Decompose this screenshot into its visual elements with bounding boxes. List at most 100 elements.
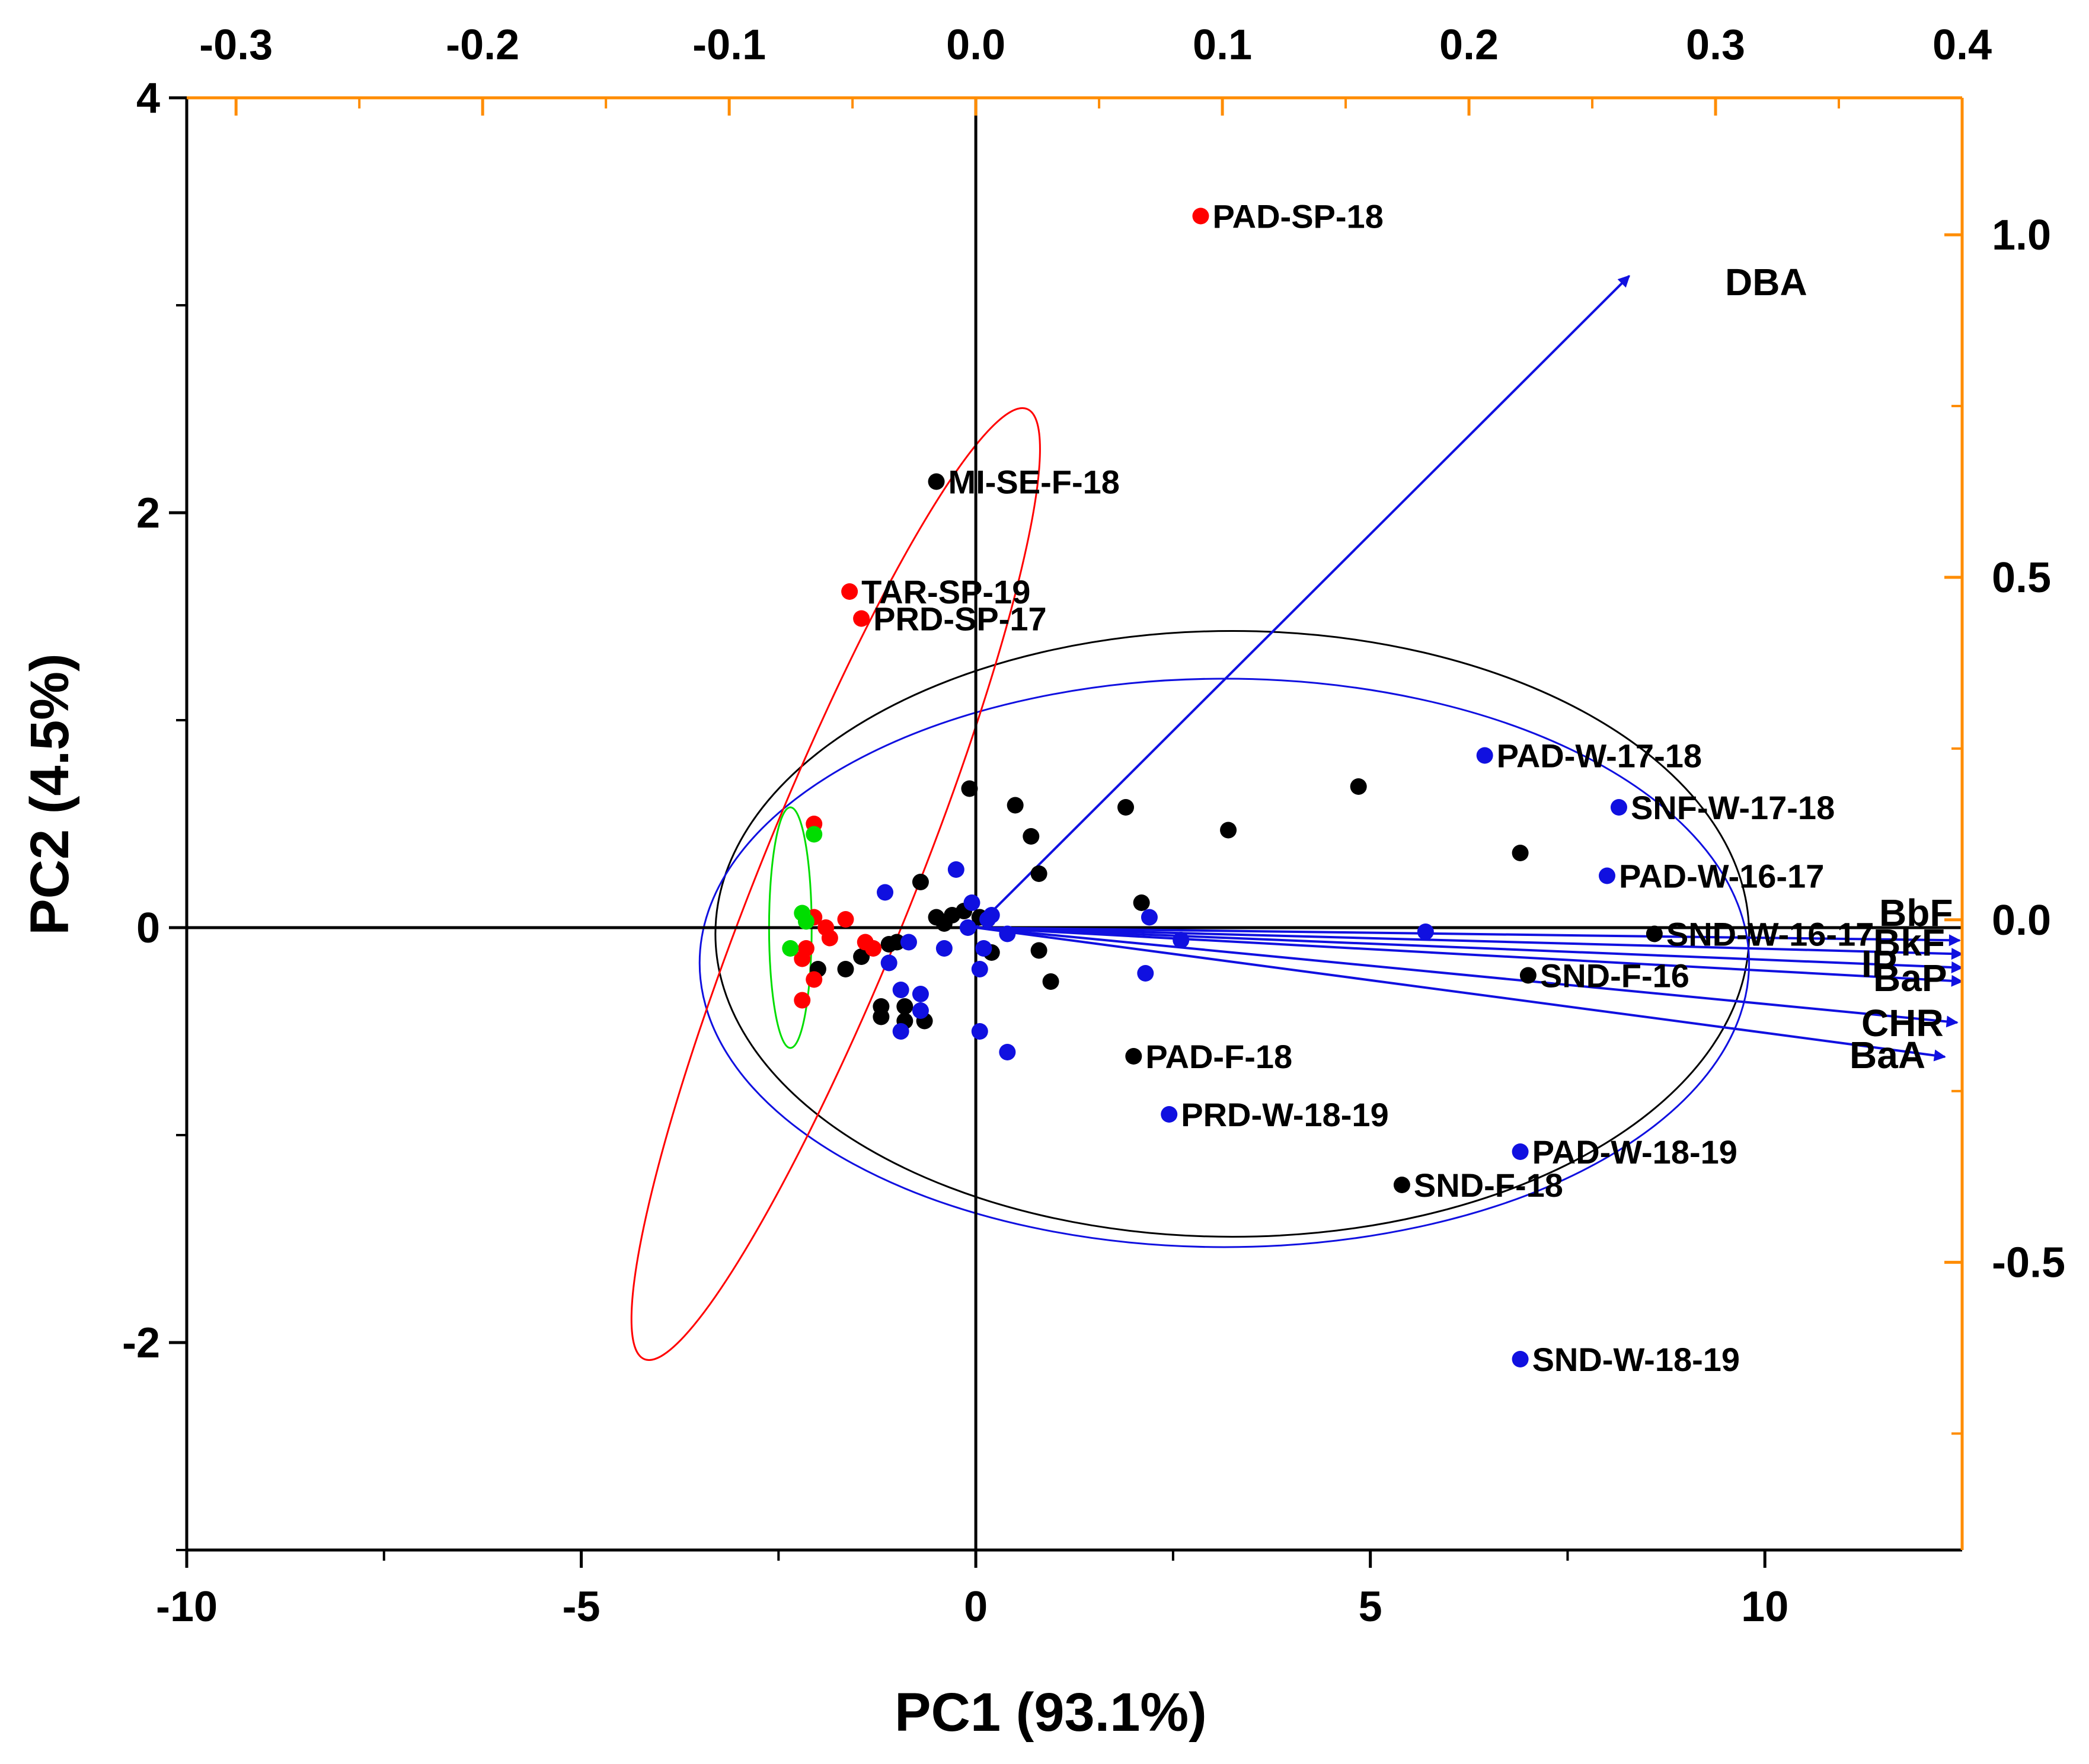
point-black-25: [837, 961, 854, 977]
point-blue-26: [912, 1002, 929, 1019]
point-black-1: [1125, 1048, 1142, 1065]
top-tick-label: 0.3: [1686, 21, 1745, 69]
point-label: PAD-F-18: [1145, 1038, 1292, 1075]
point-black-0: [928, 473, 945, 490]
point-blue-8: [1141, 909, 1158, 926]
point-blue-13: [975, 940, 992, 957]
top-tick-label: 0.1: [1193, 21, 1252, 69]
point-green-2: [797, 913, 814, 930]
point-black-5: [1512, 845, 1529, 861]
point-blue-21: [900, 934, 917, 951]
point-blue-4: [1512, 1143, 1529, 1160]
point-black-6: [1350, 778, 1367, 795]
x-tick-label: 10: [1741, 1583, 1788, 1631]
x-axis-title: PC1 (93.1%): [895, 1682, 1207, 1743]
point-labels: MI-SE-F-18 PAD-F-18 SND-F-18 SND-W-16-17 SND…: [861, 198, 1874, 1379]
point-black-29: [896, 998, 913, 1015]
point-black-24: [853, 948, 870, 965]
vector-label-bbf: BbF: [1879, 891, 1953, 934]
top-tick-label: -0.3: [199, 21, 273, 69]
point-blue-18: [959, 919, 976, 936]
point-blue-12: [971, 961, 988, 977]
point-blue-5: [1512, 1351, 1529, 1367]
y-axis-title: PC2 (4.5%): [20, 653, 80, 935]
point-black-13: [961, 780, 978, 797]
point-black-10: [1007, 797, 1024, 814]
y-tick-label: 4: [136, 75, 160, 122]
point-label: PRD-W-18-19: [1181, 1096, 1389, 1133]
point-label: TAR-SP-19: [861, 573, 1030, 611]
point-black-15: [1030, 942, 1047, 959]
vector-baa: [975, 926, 1946, 1062]
point-red-6: [837, 911, 854, 928]
vector-chr: [975, 926, 1959, 1028]
axes: -10 -5 0 5 10 -2 0 2 4 -0.3 -0.2 -0.1 0.0 0.1 0.2 0.3 0.…: [20, 21, 2065, 1743]
vector-bkf: [976, 926, 1963, 960]
top-tick-label: 0.0: [946, 21, 1005, 69]
point-label: SNF-W-17-18: [1631, 789, 1835, 826]
ellipse-black: [714, 630, 1751, 1238]
point-label: SND-W-16-17: [1666, 916, 1874, 953]
vector-label-bkf: BkF: [1873, 921, 1945, 964]
vector-bap: [976, 926, 1963, 973]
point-label: SND-F-18: [1414, 1167, 1563, 1204]
point-black-16: [1042, 973, 1059, 990]
point-blue-10: [999, 1044, 1016, 1060]
x-tick-label: -5: [563, 1583, 600, 1631]
x-tick-label: -10: [156, 1583, 218, 1631]
point-black-3: [1646, 925, 1663, 942]
point-black-12: [1030, 865, 1047, 882]
point-black-4: [1519, 967, 1537, 984]
point-blue-11: [971, 1023, 988, 1040]
point-blue-17: [963, 894, 980, 911]
point-black-28: [873, 1008, 890, 1025]
point-blue-24: [892, 982, 909, 998]
right-tick-label: -0.5: [1992, 1239, 2065, 1287]
point-blue-1: [1610, 799, 1627, 816]
vector-ip: [976, 926, 1963, 987]
point-green-0: [806, 826, 823, 843]
point-black-21: [935, 915, 953, 932]
point-black-14: [912, 874, 929, 890]
point-blue-0: [1476, 747, 1493, 764]
point-red-13: [794, 992, 811, 1009]
point-black-32: [889, 934, 905, 951]
vector-label-dba: DBA: [1725, 261, 1807, 303]
point-label: PRD-SP-17: [873, 600, 1047, 638]
vector-label-ip: IP: [1861, 942, 1897, 985]
point-red-1: [841, 583, 858, 600]
point-red-2: [853, 610, 870, 627]
right-tick-label: 1.0: [1992, 212, 2051, 259]
top-tick-label: -0.1: [692, 21, 766, 69]
point-blue-25: [912, 986, 929, 1002]
top-tick-label: 0.4: [1933, 21, 1992, 69]
point-blue-15: [979, 911, 996, 928]
point-blue-22: [877, 884, 894, 901]
point-label: SND-W-18-19: [1532, 1341, 1740, 1378]
y-tick-label: 0: [136, 905, 160, 952]
point-red-9: [821, 929, 838, 947]
point-label: PAD-W-18-19: [1532, 1133, 1737, 1171]
zero-lines: [187, 98, 1962, 1550]
point-blue-23: [880, 954, 897, 972]
point-red-0: [1192, 207, 1209, 225]
point-blue-27: [892, 1023, 909, 1040]
x-tick-label: 0: [964, 1583, 988, 1631]
point-blue-6: [1417, 923, 1434, 940]
point-green-3: [782, 940, 799, 957]
vector-label-bap: BaP: [1873, 957, 1947, 999]
y-tick-label: -2: [122, 1319, 160, 1367]
top-tick-label: -0.2: [446, 21, 519, 69]
vector-label-chr: CHR: [1861, 1002, 1944, 1044]
point-blue-9: [1137, 965, 1154, 982]
point-blue-7: [1173, 932, 1190, 948]
point-label: PAD-W-16-17: [1619, 858, 1824, 895]
right-tick-label: 0.0: [1992, 897, 2051, 944]
point-black-9: [1133, 894, 1150, 911]
point-black-8: [1117, 799, 1135, 816]
right-tick-label: 0.5: [1992, 554, 2051, 602]
point-label: MI-SE-F-18: [948, 464, 1120, 501]
